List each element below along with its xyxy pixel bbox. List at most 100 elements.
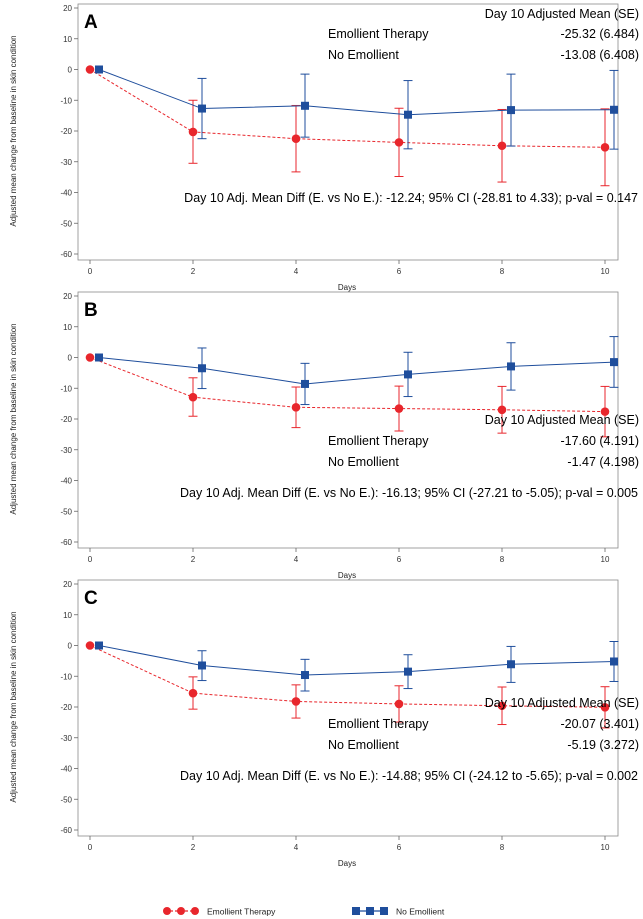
- x-tick-label: 8: [500, 843, 505, 852]
- y-tick-label: -30: [60, 446, 72, 455]
- x-tick-label: 4: [294, 843, 299, 852]
- data-point-circle: [291, 134, 301, 143]
- x-tick-label: 10: [601, 267, 610, 276]
- data-point-square: [507, 106, 515, 115]
- data-point-square: [301, 671, 309, 680]
- y-tick-label: -60: [60, 250, 72, 259]
- legend-marker-circle: [177, 907, 185, 915]
- panel-letter: C: [84, 588, 98, 609]
- plot-area: [77, 579, 619, 837]
- data-point-circle: [85, 65, 95, 74]
- data-point-circle: [394, 404, 404, 413]
- legend-item-no-emollient: No Emollient: [352, 907, 445, 917]
- data-point-square: [198, 364, 206, 373]
- stats-row-value: -17.60 (4.191): [560, 434, 639, 448]
- series-line: [89, 357, 606, 413]
- data-point-square: [95, 641, 103, 650]
- data-point-square: [404, 667, 412, 676]
- data-point-circle: [291, 403, 301, 412]
- chart-panel-a: 20 10 0 -10 -20 -30 -40 -50 -60 0 2 4 6 8 10 Days Adjust…: [9, 3, 639, 292]
- stats-header: Day 10 Adjusted Mean (SE): [485, 413, 639, 427]
- data-point-square: [301, 379, 309, 388]
- x-tick-label: 8: [500, 267, 505, 276]
- stats-row-label: Emollient Therapy: [328, 717, 429, 731]
- data-point-circle: [85, 353, 95, 362]
- legend-marker-square: [352, 907, 360, 915]
- data-point-circle: [600, 407, 610, 416]
- y-tick-label: 0: [68, 354, 73, 363]
- y-tick-label: -30: [60, 158, 72, 167]
- data-point-circle: [188, 392, 198, 402]
- y-tick-label: -20: [60, 415, 72, 424]
- y-tick-label: 0: [68, 66, 73, 75]
- x-tick-label: 6: [397, 267, 402, 276]
- data-point-square: [95, 65, 103, 74]
- series-line: [98, 645, 615, 676]
- chart-panel-b: 20 10 0 -10 -20 -30 -40 -50 -60 0 2 4 6 8 10 Days Adjust…: [9, 291, 639, 580]
- plot-area: [77, 291, 619, 549]
- y-tick-label: -20: [60, 127, 72, 136]
- series-emollient-therapy: [85, 641, 610, 729]
- stats-row-label: Emollient Therapy: [328, 434, 429, 448]
- y-axis-label: Adjusted mean change from baseline in sk…: [9, 323, 18, 514]
- series-line: [98, 357, 615, 385]
- data-point-square: [198, 104, 206, 113]
- data-point-circle: [600, 703, 610, 712]
- y-tick-label: -60: [60, 538, 72, 547]
- stats-row-value: -1.47 (4.198): [567, 455, 639, 469]
- x-axis-label: Days: [338, 571, 356, 580]
- y-tick-label: 0: [68, 642, 73, 651]
- data-point-square: [507, 362, 515, 371]
- y-tick-label: -60: [60, 826, 72, 835]
- y-tick-label: -10: [60, 672, 72, 681]
- data-point-circle: [497, 405, 507, 415]
- mean-difference-text: Day 10 Adj. Mean Diff (E. vs No E.): -12…: [184, 191, 638, 205]
- data-point-circle: [394, 699, 404, 709]
- x-tick-label: 10: [601, 555, 610, 564]
- mean-difference-text: Day 10 Adj. Mean Diff (E. vs No E.): -16…: [180, 486, 638, 500]
- x-tick-label: 10: [601, 843, 610, 852]
- y-tick-label: 10: [63, 611, 72, 620]
- y-tick-label: -10: [60, 96, 72, 105]
- x-tick-label: 6: [397, 843, 402, 852]
- legend-marker-square: [366, 907, 374, 915]
- data-point-circle: [188, 127, 198, 137]
- series-no-emollient: [95, 65, 619, 150]
- y-tick-label: 10: [63, 35, 72, 44]
- data-point-square: [610, 105, 618, 114]
- stats-row-value: -13.08 (6.408): [560, 48, 639, 62]
- y-tick-label: -40: [60, 765, 72, 774]
- legend-marker-circle: [191, 907, 199, 915]
- y-tick-label: 20: [63, 4, 72, 13]
- y-tick-label: -10: [60, 384, 72, 393]
- y-tick-label: -30: [60, 734, 72, 743]
- y-tick-label: -50: [60, 795, 72, 804]
- y-axis-label: Adjusted mean change from baseline in sk…: [9, 35, 18, 226]
- series-line: [89, 69, 606, 148]
- series-emollient-therapy: [85, 353, 610, 438]
- mean-difference-text: Day 10 Adj. Mean Diff (E. vs No E.): -14…: [180, 769, 638, 783]
- y-tick-label: -50: [60, 507, 72, 516]
- stats-header: Day 10 Adjusted Mean (SE): [485, 7, 639, 21]
- data-point-square: [610, 358, 618, 367]
- plot-area: [77, 3, 619, 261]
- data-point-square: [95, 353, 103, 362]
- series-emollient-therapy: [85, 65, 610, 187]
- y-tick-label: 20: [63, 292, 72, 301]
- series-no-emollient: [95, 641, 619, 692]
- stats-row-label: No Emollient: [328, 738, 399, 752]
- data-point-circle: [600, 142, 610, 152]
- y-tick-label: 10: [63, 323, 72, 332]
- data-point-circle: [394, 138, 404, 147]
- x-tick-label: 0: [88, 843, 93, 852]
- x-tick-label: 2: [191, 267, 196, 276]
- stats-row-value: -20.07 (3.401): [560, 717, 639, 731]
- stats-row-label: No Emollient: [328, 48, 399, 62]
- legend-marker-square: [380, 907, 388, 915]
- legend: Emollient Therapy No Emollient: [163, 907, 445, 917]
- y-tick-label: -50: [60, 219, 72, 228]
- data-point-square: [404, 110, 412, 119]
- panel-letter: A: [84, 12, 98, 33]
- data-point-circle: [497, 701, 507, 711]
- data-point-square: [301, 101, 309, 110]
